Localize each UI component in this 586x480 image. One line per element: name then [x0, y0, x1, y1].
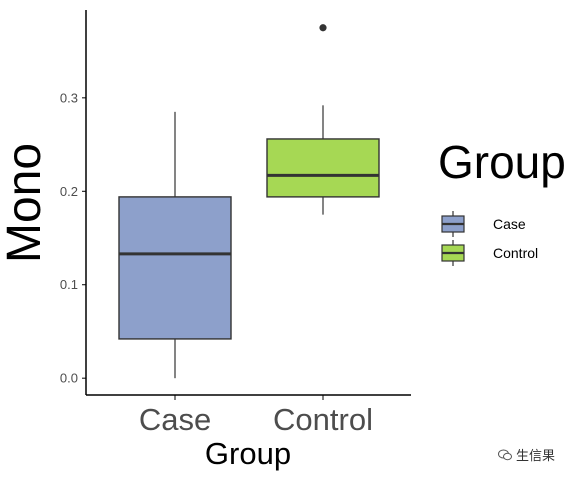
- outlier-point: [319, 24, 327, 32]
- legend-key-control: [441, 240, 465, 266]
- box-case: [118, 111, 232, 379]
- box-iqr: [266, 138, 380, 198]
- x-tick-label: Control: [273, 402, 373, 437]
- wechat-icon: [498, 449, 512, 460]
- box-series: [118, 24, 380, 379]
- legend-key-case: [441, 211, 465, 237]
- box-control: [266, 24, 380, 215]
- legend-title: Group: [438, 136, 566, 188]
- y-axis-title: Mono: [0, 143, 51, 263]
- legend-label: Case: [493, 216, 526, 232]
- x-tick-label: Case: [139, 402, 211, 437]
- watermark-text: 生信果: [516, 449, 556, 464]
- legend: Group Case Control: [438, 136, 566, 266]
- legend-label: Control: [493, 245, 538, 261]
- box-iqr: [118, 196, 232, 340]
- y-axis-ticks: 0.0 0.1 0.2 0.3: [60, 90, 86, 386]
- y-tick-label: 0.2: [60, 184, 78, 199]
- x-axis-title: Group: [205, 436, 291, 471]
- y-tick-label: 0.3: [60, 90, 78, 105]
- x-axis-categories: Case Control: [139, 395, 373, 437]
- watermark: 生信果: [498, 445, 555, 464]
- y-tick-label: 0.0: [60, 371, 78, 386]
- y-tick-label: 0.1: [60, 277, 78, 292]
